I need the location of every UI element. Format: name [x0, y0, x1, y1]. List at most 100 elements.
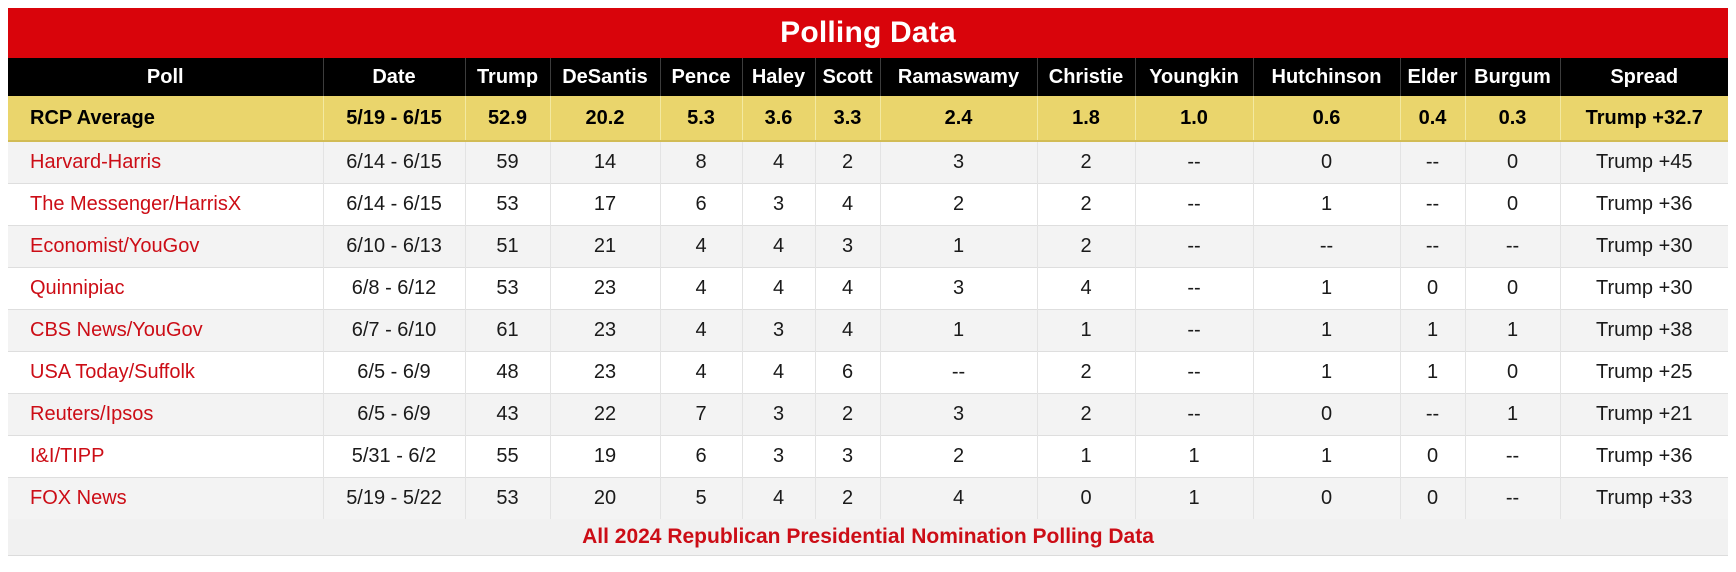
poll-name[interactable]: I&I/TIPP — [8, 434, 324, 477]
value-desantis: 20 — [550, 476, 661, 519]
value-trump: 43 — [465, 392, 551, 435]
poll-name[interactable]: USA Today/Suffolk — [8, 350, 324, 393]
value-ramaswamy: 1 — [880, 308, 1038, 351]
value-haley: 3 — [742, 182, 816, 225]
value-trump: 59 — [465, 140, 551, 183]
value-haley: 4 — [742, 140, 816, 183]
value-pence: 4 — [660, 308, 743, 351]
value-christie: 0 — [1037, 476, 1136, 519]
spread-value: Trump +30 — [1560, 224, 1728, 267]
poll-name[interactable]: Quinnipiac — [8, 266, 324, 309]
poll-name[interactable]: CBS News/YouGov — [8, 308, 324, 351]
value-youngkin: -- — [1135, 182, 1254, 225]
poll-name[interactable]: FOX News — [8, 476, 324, 519]
value-ramaswamy: 3 — [880, 266, 1038, 309]
value-scott: 6 — [815, 350, 881, 393]
value-youngkin: -- — [1135, 266, 1254, 309]
value-burgum: 1 — [1465, 392, 1561, 435]
poll-name[interactable]: Reuters/Ipsos — [8, 392, 324, 435]
col-header-trump: Trump — [465, 58, 551, 96]
value-scott: 2 — [815, 140, 881, 183]
value-elder: 0.4 — [1400, 96, 1466, 142]
col-header-elder: Elder — [1400, 58, 1466, 96]
value-elder: 1 — [1400, 308, 1466, 351]
value-haley: 3 — [742, 308, 816, 351]
col-header-haley: Haley — [742, 58, 816, 96]
value-trump: 48 — [465, 350, 551, 393]
value-burgum: 1 — [1465, 308, 1561, 351]
value-desantis: 20.2 — [550, 96, 661, 142]
value-trump: 53 — [465, 476, 551, 519]
value-hutchinson: 1 — [1253, 308, 1401, 351]
col-header-poll: Poll — [8, 58, 324, 96]
value-scott: 4 — [815, 266, 881, 309]
rcp-average-row: RCP Average 5/19 - 6/15 52.9 20.2 5.3 3.6 3.3 2… — [8, 96, 1728, 142]
date-range: 6/8 - 6/12 — [323, 266, 466, 309]
value-christie: 2 — [1037, 224, 1136, 267]
value-trump: 51 — [465, 224, 551, 267]
value-christie: 2 — [1037, 350, 1136, 393]
value-ramaswamy: 2.4 — [880, 96, 1038, 142]
value-haley: 4 — [742, 350, 816, 393]
value-elder: -- — [1400, 182, 1466, 225]
value-christie: 2 — [1037, 182, 1136, 225]
value-elder: 0 — [1400, 434, 1466, 477]
value-scott: 3 — [815, 434, 881, 477]
value-desantis: 22 — [550, 392, 661, 435]
value-hutchinson: 0 — [1253, 140, 1401, 183]
value-youngkin: -- — [1135, 392, 1254, 435]
value-youngkin: -- — [1135, 308, 1254, 351]
value-burgum: 0 — [1465, 140, 1561, 183]
spread-value: Trump +36 — [1560, 434, 1728, 477]
value-desantis: 23 — [550, 350, 661, 393]
value-desantis: 17 — [550, 182, 661, 225]
value-elder: 1 — [1400, 350, 1466, 393]
value-youngkin: -- — [1135, 224, 1254, 267]
value-pence: 5 — [660, 476, 743, 519]
table-header: Poll Date Trump DeSantis Pence Haley Scott Rama… — [8, 58, 1728, 96]
value-elder: 0 — [1400, 476, 1466, 519]
value-ramaswamy: 2 — [880, 434, 1038, 477]
value-pence: 8 — [660, 140, 743, 183]
value-christie: 2 — [1037, 392, 1136, 435]
date-range: 6/14 - 6/15 — [323, 182, 466, 225]
table-row: FOX News 5/19 - 5/22 53 20 5 4 2 4 0 1 0 0 -- Trump +… — [8, 476, 1728, 519]
page-title: Polling Data — [780, 16, 956, 49]
value-trump: 53 — [465, 266, 551, 309]
poll-name[interactable]: Harvard-Harris — [8, 140, 324, 183]
value-elder: -- — [1400, 140, 1466, 183]
date-range: 6/10 - 6/13 — [323, 224, 466, 267]
value-hutchinson: 1 — [1253, 434, 1401, 477]
col-header-burgum: Burgum — [1465, 58, 1561, 96]
col-header-date: Date — [323, 58, 466, 96]
value-pence: 4 — [660, 266, 743, 309]
value-haley: 3 — [742, 392, 816, 435]
value-trump: 61 — [465, 308, 551, 351]
spread-value: Trump +21 — [1560, 392, 1728, 435]
value-elder: -- — [1400, 392, 1466, 435]
title-bar: Polling Data — [8, 8, 1728, 58]
value-desantis: 14 — [550, 140, 661, 183]
value-ramaswamy: 4 — [880, 476, 1038, 519]
value-burgum: 0 — [1465, 182, 1561, 225]
value-burgum: 0.3 — [1465, 96, 1561, 142]
table-row: Reuters/Ipsos 6/5 - 6/9 43 22 7 3 2 3 2 -- 0 -- 1 Tru… — [8, 392, 1728, 435]
value-scott: 3 — [815, 224, 881, 267]
value-pence: 6 — [660, 182, 743, 225]
value-hutchinson: 1 — [1253, 350, 1401, 393]
date-range: 6/5 - 6/9 — [323, 392, 466, 435]
value-hutchinson: 0 — [1253, 392, 1401, 435]
col-header-desantis: DeSantis — [550, 58, 661, 96]
value-haley: 4 — [742, 224, 816, 267]
footer-bar: All 2024 Republican Presidential Nominat… — [8, 519, 1728, 556]
poll-name[interactable]: The Messenger/HarrisX — [8, 182, 324, 225]
spread-value: Trump +30 — [1560, 266, 1728, 309]
spread-value: Trump +33 — [1560, 476, 1728, 519]
table-row: CBS News/YouGov 6/7 - 6/10 61 23 4 3 4 1 1 -- 1 1 1 T… — [8, 308, 1728, 351]
poll-name[interactable]: Economist/YouGov — [8, 224, 324, 267]
spread-value: Trump +25 — [1560, 350, 1728, 393]
date-range: 6/7 - 6/10 — [323, 308, 466, 351]
value-trump: 52.9 — [465, 96, 551, 142]
table-body: RCP Average 5/19 - 6/15 52.9 20.2 5.3 3.6 3.3 2… — [8, 96, 1728, 519]
value-burgum: -- — [1465, 224, 1561, 267]
